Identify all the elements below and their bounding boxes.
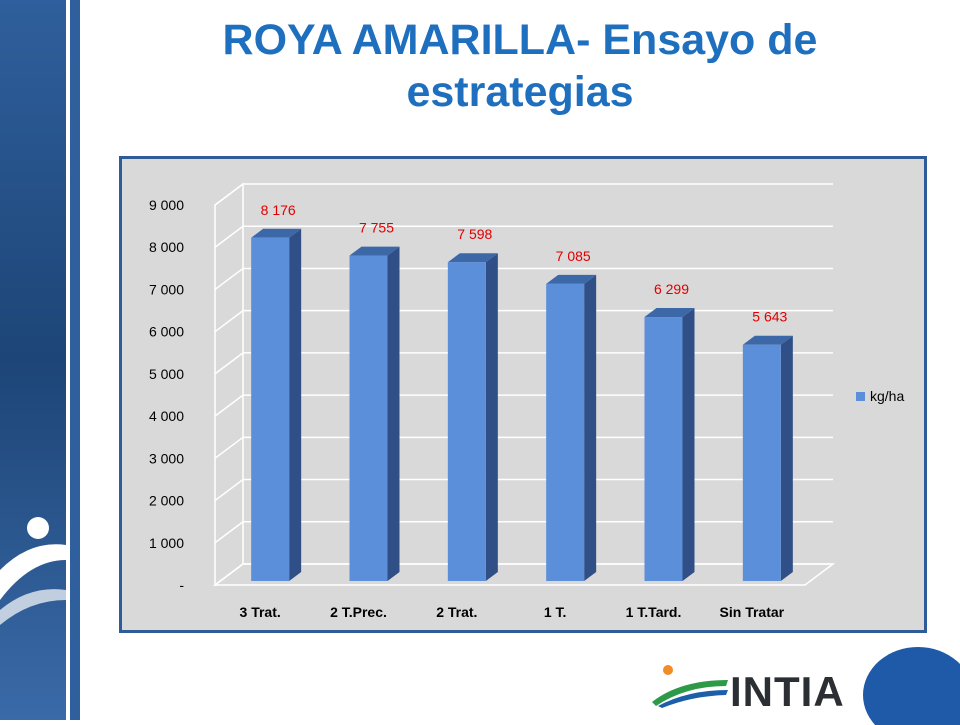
decorative-side-band	[0, 0, 80, 720]
y-tick-label: 8 000	[149, 239, 184, 255]
gridline	[214, 225, 833, 248]
bars	[251, 228, 793, 582]
intia-logo-mark	[652, 665, 728, 708]
data-label: 7 598	[457, 226, 492, 242]
bar-side	[289, 228, 302, 581]
bar-side	[387, 246, 400, 582]
data-label: 6 299	[654, 281, 689, 297]
x-tick-label: 2 Trat.	[436, 604, 477, 620]
x-tick-label: 1 T.Tard.	[626, 604, 682, 620]
gridline	[214, 394, 833, 417]
gridline	[214, 183, 833, 206]
bar	[349, 255, 388, 582]
bar-side	[485, 253, 498, 581]
data-label: 8 176	[261, 202, 296, 218]
bar-side	[780, 335, 793, 581]
bar	[251, 237, 290, 581]
gridline	[214, 352, 833, 375]
y-tick-label: 3 000	[149, 450, 184, 466]
data-label: 7 085	[556, 248, 591, 264]
y-tick-label: -	[179, 577, 184, 593]
bar-top	[447, 253, 498, 263]
gridline	[214, 436, 833, 459]
y-tick-label: 1 000	[149, 535, 184, 551]
bar-top	[251, 228, 302, 238]
chart-walls	[212, 182, 836, 587]
bar	[447, 262, 486, 581]
y-tick-label: 4 000	[149, 408, 184, 424]
data-label: 7 755	[359, 220, 394, 236]
gridline	[214, 309, 833, 333]
y-tick-label: 2 000	[149, 493, 184, 509]
slide-title: ROYA AMARILLA- Ensayo de estrategias	[222, 16, 818, 116]
y-tick-label: 9 000	[149, 197, 184, 213]
bar-chart: - 1 000 2 000 3 000 4 000 5 000 6 000 7 000 8 00…	[149, 182, 904, 620]
legend: kg/ha	[856, 388, 904, 404]
intia-logo-text: INTIA	[730, 668, 845, 715]
y-tick-label: 7 000	[149, 281, 184, 297]
data-labels: 8 176 7 755 7 598 7 085 6 299 5 643	[261, 202, 788, 325]
x-tick-label: Sin Tratar	[720, 604, 785, 620]
x-tick-label: 3 Trat.	[240, 604, 281, 620]
data-label: 5 643	[752, 309, 787, 325]
bar	[742, 344, 781, 581]
bar-top	[742, 335, 793, 345]
y-axis-tick-labels: - 1 000 2 000 3 000 4 000 5 000 6 000 7 000 8 00…	[149, 197, 184, 593]
y-tick-label: 6 000	[149, 324, 184, 340]
gridline	[214, 267, 833, 291]
gridlines	[214, 183, 833, 586]
gridline	[214, 478, 833, 502]
bar-side	[584, 274, 597, 581]
decorative-corner-shape	[863, 647, 960, 725]
bar-top	[644, 308, 695, 318]
legend-swatch	[856, 392, 865, 401]
bar-top	[546, 274, 597, 284]
bar-top	[349, 246, 400, 256]
y-tick-label: 5 000	[149, 366, 184, 382]
x-tick-label: 1 T.	[544, 604, 567, 620]
gridline	[214, 563, 833, 586]
person-icon	[0, 517, 66, 625]
bar	[546, 283, 585, 581]
bar	[644, 317, 683, 581]
x-axis-tick-labels: 3 Trat. 2 T.Prec. 2 Trat. 1 T. 1 T.Tard. Sin …	[240, 604, 785, 620]
floor	[212, 563, 836, 586]
chart-frame: - 1 000 2 000 3 000 4 000 5 000 6 000 7 000 8 00…	[119, 156, 927, 633]
bar-side	[682, 308, 695, 581]
legend-label-kg-ha: kg/ha	[870, 388, 904, 404]
x-tick-label: 2 T.Prec.	[330, 604, 387, 620]
gridline	[214, 521, 833, 544]
